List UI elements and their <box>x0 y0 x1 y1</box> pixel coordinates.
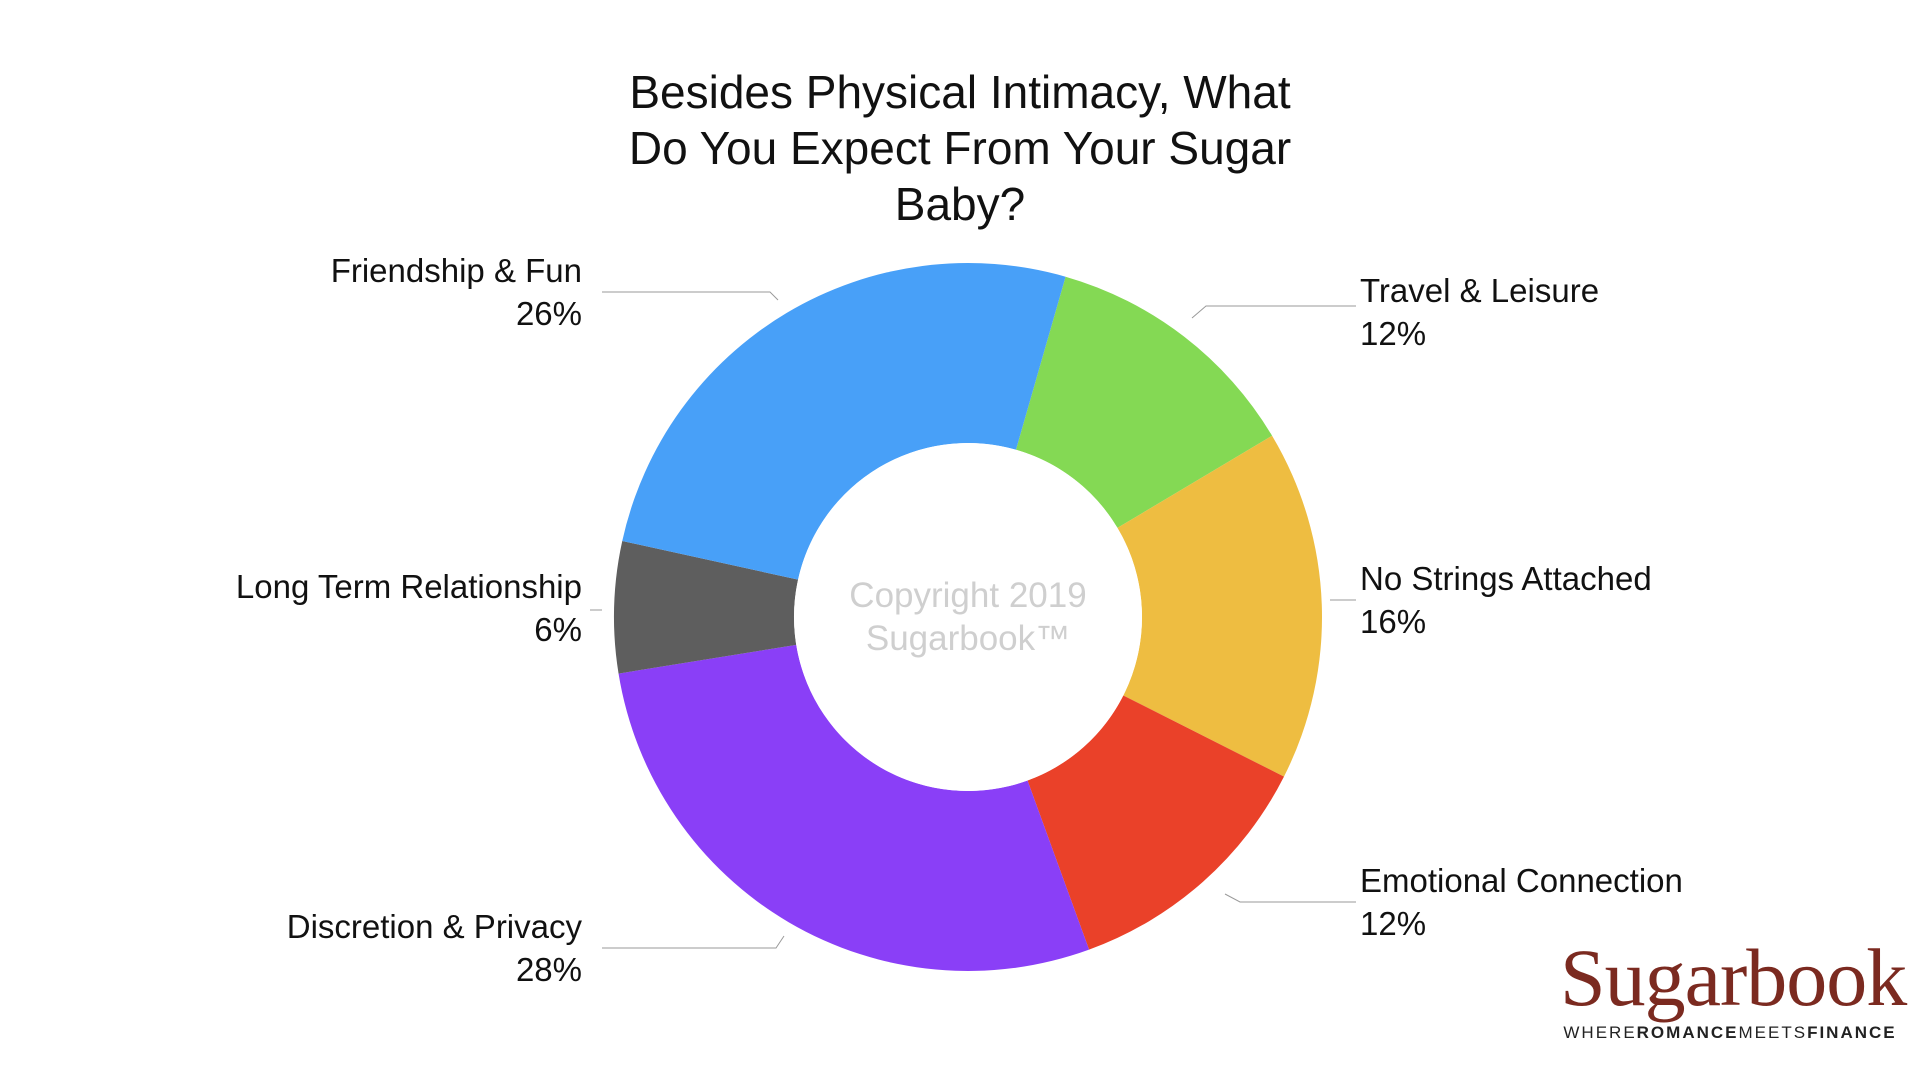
slice-percent-discretion-and-privacy: 28% <box>516 951 582 988</box>
tagline-where: WHERE <box>1563 1023 1637 1042</box>
donut-slices <box>614 262 1322 971</box>
tagline-finance: FINANCE <box>1807 1023 1897 1042</box>
slice-percent-emotional-connection: 12% <box>1360 905 1426 942</box>
chart-title: Besides Physical Intimacy, What Do You E… <box>628 66 1292 230</box>
slice-long-term-relationship <box>614 540 799 674</box>
logo-tagline: WHEREROMANCEMEETSFINANCE <box>1560 1023 1900 1043</box>
leader-lines <box>590 291 1356 949</box>
tagline-romance: ROMANCE <box>1636 1023 1739 1042</box>
sugarbook-logo: Sugarbook WHEREROMANCEMEETSFINANCE <box>1560 932 1907 1043</box>
slice-labels: Travel & Leisure 12% No Strings Attached 16… <box>236 252 1683 988</box>
leader-line-travel-and-leisure <box>1191 305 1356 319</box>
logo-wordmark: Sugarbook <box>1560 932 1907 1023</box>
leader-line-discretion-and-privacy <box>602 935 785 949</box>
slice-label-no-strings-attached: No Strings Attached <box>1360 560 1652 597</box>
slice-discretion-and-privacy <box>618 644 1090 971</box>
leader-line-emotional-connection <box>1224 893 1356 903</box>
slice-label-travel-and-leisure: Travel & Leisure <box>1360 272 1599 309</box>
slice-no-strings-attached <box>1117 435 1322 777</box>
slice-percent-long-term-relationship: 6% <box>534 611 582 648</box>
slice-label-friendship-and-fun: Friendship & Fun <box>331 252 582 289</box>
slice-emotional-connection <box>1027 695 1284 950</box>
center-copyright-line2: Sugarbook™ <box>866 619 1070 658</box>
slice-label-long-term-relationship: Long Term Relationship <box>236 568 582 605</box>
slice-percent-travel-and-leisure: 12% <box>1360 315 1426 352</box>
slice-friendship-and-fun <box>622 262 1066 580</box>
slice-label-discretion-and-privacy: Discretion & Privacy <box>287 908 583 945</box>
slice-travel-and-leisure <box>1015 276 1273 528</box>
center-copyright-line1: Copyright 2019 <box>849 576 1086 615</box>
tagline-meets: MEETS <box>1738 1023 1808 1042</box>
leader-line-friendship-and-fun <box>602 291 779 301</box>
donut-hole <box>794 443 1142 791</box>
slice-label-emotional-connection: Emotional Connection <box>1360 862 1683 899</box>
slice-percent-no-strings-attached: 16% <box>1360 603 1426 640</box>
slice-percent-friendship-and-fun: 26% <box>516 295 582 332</box>
